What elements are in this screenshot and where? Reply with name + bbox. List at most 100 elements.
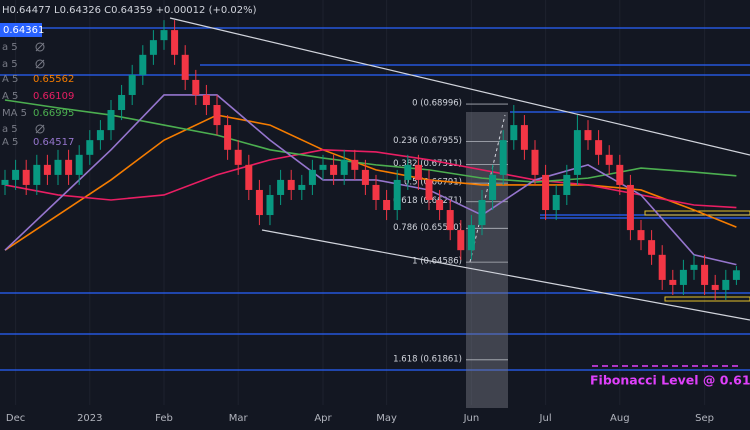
candle-body (552, 194, 560, 211)
candle-body (595, 140, 603, 155)
fibonacci: 0 (0.68996) 0.236 (0.67955) 0.382 (0.67311… (393, 99, 508, 364)
legend-name: A 5 (2, 137, 18, 148)
channel (169, 17, 750, 321)
candle-body (425, 179, 433, 200)
channel-lower (261, 229, 750, 321)
candle-body (573, 130, 581, 175)
candle-body (171, 30, 179, 55)
channel-upper (169, 17, 750, 156)
ohlc-header: H0.64477 L0.64326 C0.64359 +0.00012 (+0.… (2, 5, 257, 16)
candle-body (139, 54, 147, 75)
candles (1, 20, 740, 300)
candle-body (563, 174, 571, 195)
fib-label: 0.382 (0.67311) (393, 159, 462, 169)
fib-trend-line (469, 114, 506, 263)
candle-body (277, 179, 285, 195)
candle-body (107, 110, 115, 131)
x-tick-label: May (376, 413, 397, 424)
candle-body (43, 164, 51, 175)
candle-body (669, 279, 677, 285)
candle-body (308, 169, 316, 185)
fib-label: 0.786 (0.65530) (393, 223, 462, 233)
candle-body (340, 159, 348, 175)
legend-hidden-name: a 5 (2, 124, 18, 135)
price-badge-bg (0, 23, 42, 37)
ma-line (4, 99, 737, 183)
ma-line (4, 114, 737, 251)
candle-body (383, 199, 391, 211)
candle-body (255, 189, 263, 216)
candle-body (446, 210, 454, 231)
candle-body (520, 125, 528, 150)
candle-body (722, 279, 730, 290)
candle-body (33, 164, 41, 185)
legend-name: MA 5 (2, 108, 27, 119)
legend-value: 0.65562 (33, 74, 74, 85)
x-tick-label: Dec (6, 413, 25, 424)
legend-hidden-icon (35, 124, 45, 134)
fib-label: 1 (0.64586) (412, 257, 462, 267)
candle-body (467, 225, 475, 251)
candle-body (393, 179, 401, 211)
candle-body (213, 105, 221, 126)
candle-body (457, 230, 465, 251)
candle-body (414, 164, 422, 180)
candle-body (202, 94, 210, 106)
candle-body (605, 154, 613, 165)
x-tick-label: 2023 (77, 413, 102, 424)
candle-body (118, 94, 126, 111)
legend-hidden-icon (35, 124, 45, 134)
fib-label: 0.618 (0.66271) (393, 196, 462, 206)
candle-body (361, 169, 369, 185)
candle-body (626, 184, 634, 231)
candle-body (54, 159, 62, 175)
candle-body (658, 254, 666, 280)
candle-body (489, 174, 497, 200)
candle-body (149, 40, 157, 55)
candle-body (404, 164, 412, 180)
candle-body (96, 130, 104, 141)
candle-body (711, 284, 719, 290)
candle-body (478, 199, 486, 226)
candle-body (372, 184, 380, 200)
legend-hidden-name: a 5 (2, 42, 18, 53)
annotation: Fibonacci Level @ 0.6186 (590, 373, 750, 388)
x-tick-label: Sep (695, 413, 714, 424)
legend-value: 0.64517 (33, 137, 74, 148)
candle-body (510, 125, 518, 141)
candle-body (637, 230, 645, 241)
candle-body (584, 130, 592, 141)
candle-body (298, 184, 306, 190)
candle-body (234, 149, 242, 165)
fib-label: 0.5 (0.66791) (404, 178, 462, 188)
candle-body (319, 164, 327, 170)
candle-body (1, 179, 9, 185)
range-box (664, 296, 750, 302)
legend-name: A 5 (2, 74, 18, 85)
x-axis: Dec 2023 Feb Mar Apr May Jun Jul Aug Sep (6, 413, 714, 424)
legend-name: A 5 (2, 91, 18, 102)
candle-body (648, 240, 656, 255)
legend-value: 0.66995 (33, 108, 74, 119)
candle-body (128, 74, 136, 95)
x-tick-label: Aug (610, 413, 630, 424)
candle-body (192, 79, 200, 95)
candle-body (351, 159, 359, 170)
x-tick-label: Mar (229, 413, 249, 424)
candle-body (22, 169, 30, 185)
candle-body (732, 270, 740, 280)
legend-value: 0.66109 (33, 91, 74, 102)
candle-body (616, 164, 624, 185)
candle-body (499, 140, 507, 175)
candle-body (531, 149, 539, 175)
legend-hidden-icon (35, 59, 45, 69)
candle-body (245, 164, 253, 190)
candle-body (542, 174, 550, 211)
legend-hidden-icon (35, 42, 45, 52)
x-tick-label: Feb (155, 413, 173, 424)
candle-body (701, 264, 709, 285)
candle-body (690, 264, 698, 270)
candle-body (86, 140, 94, 155)
